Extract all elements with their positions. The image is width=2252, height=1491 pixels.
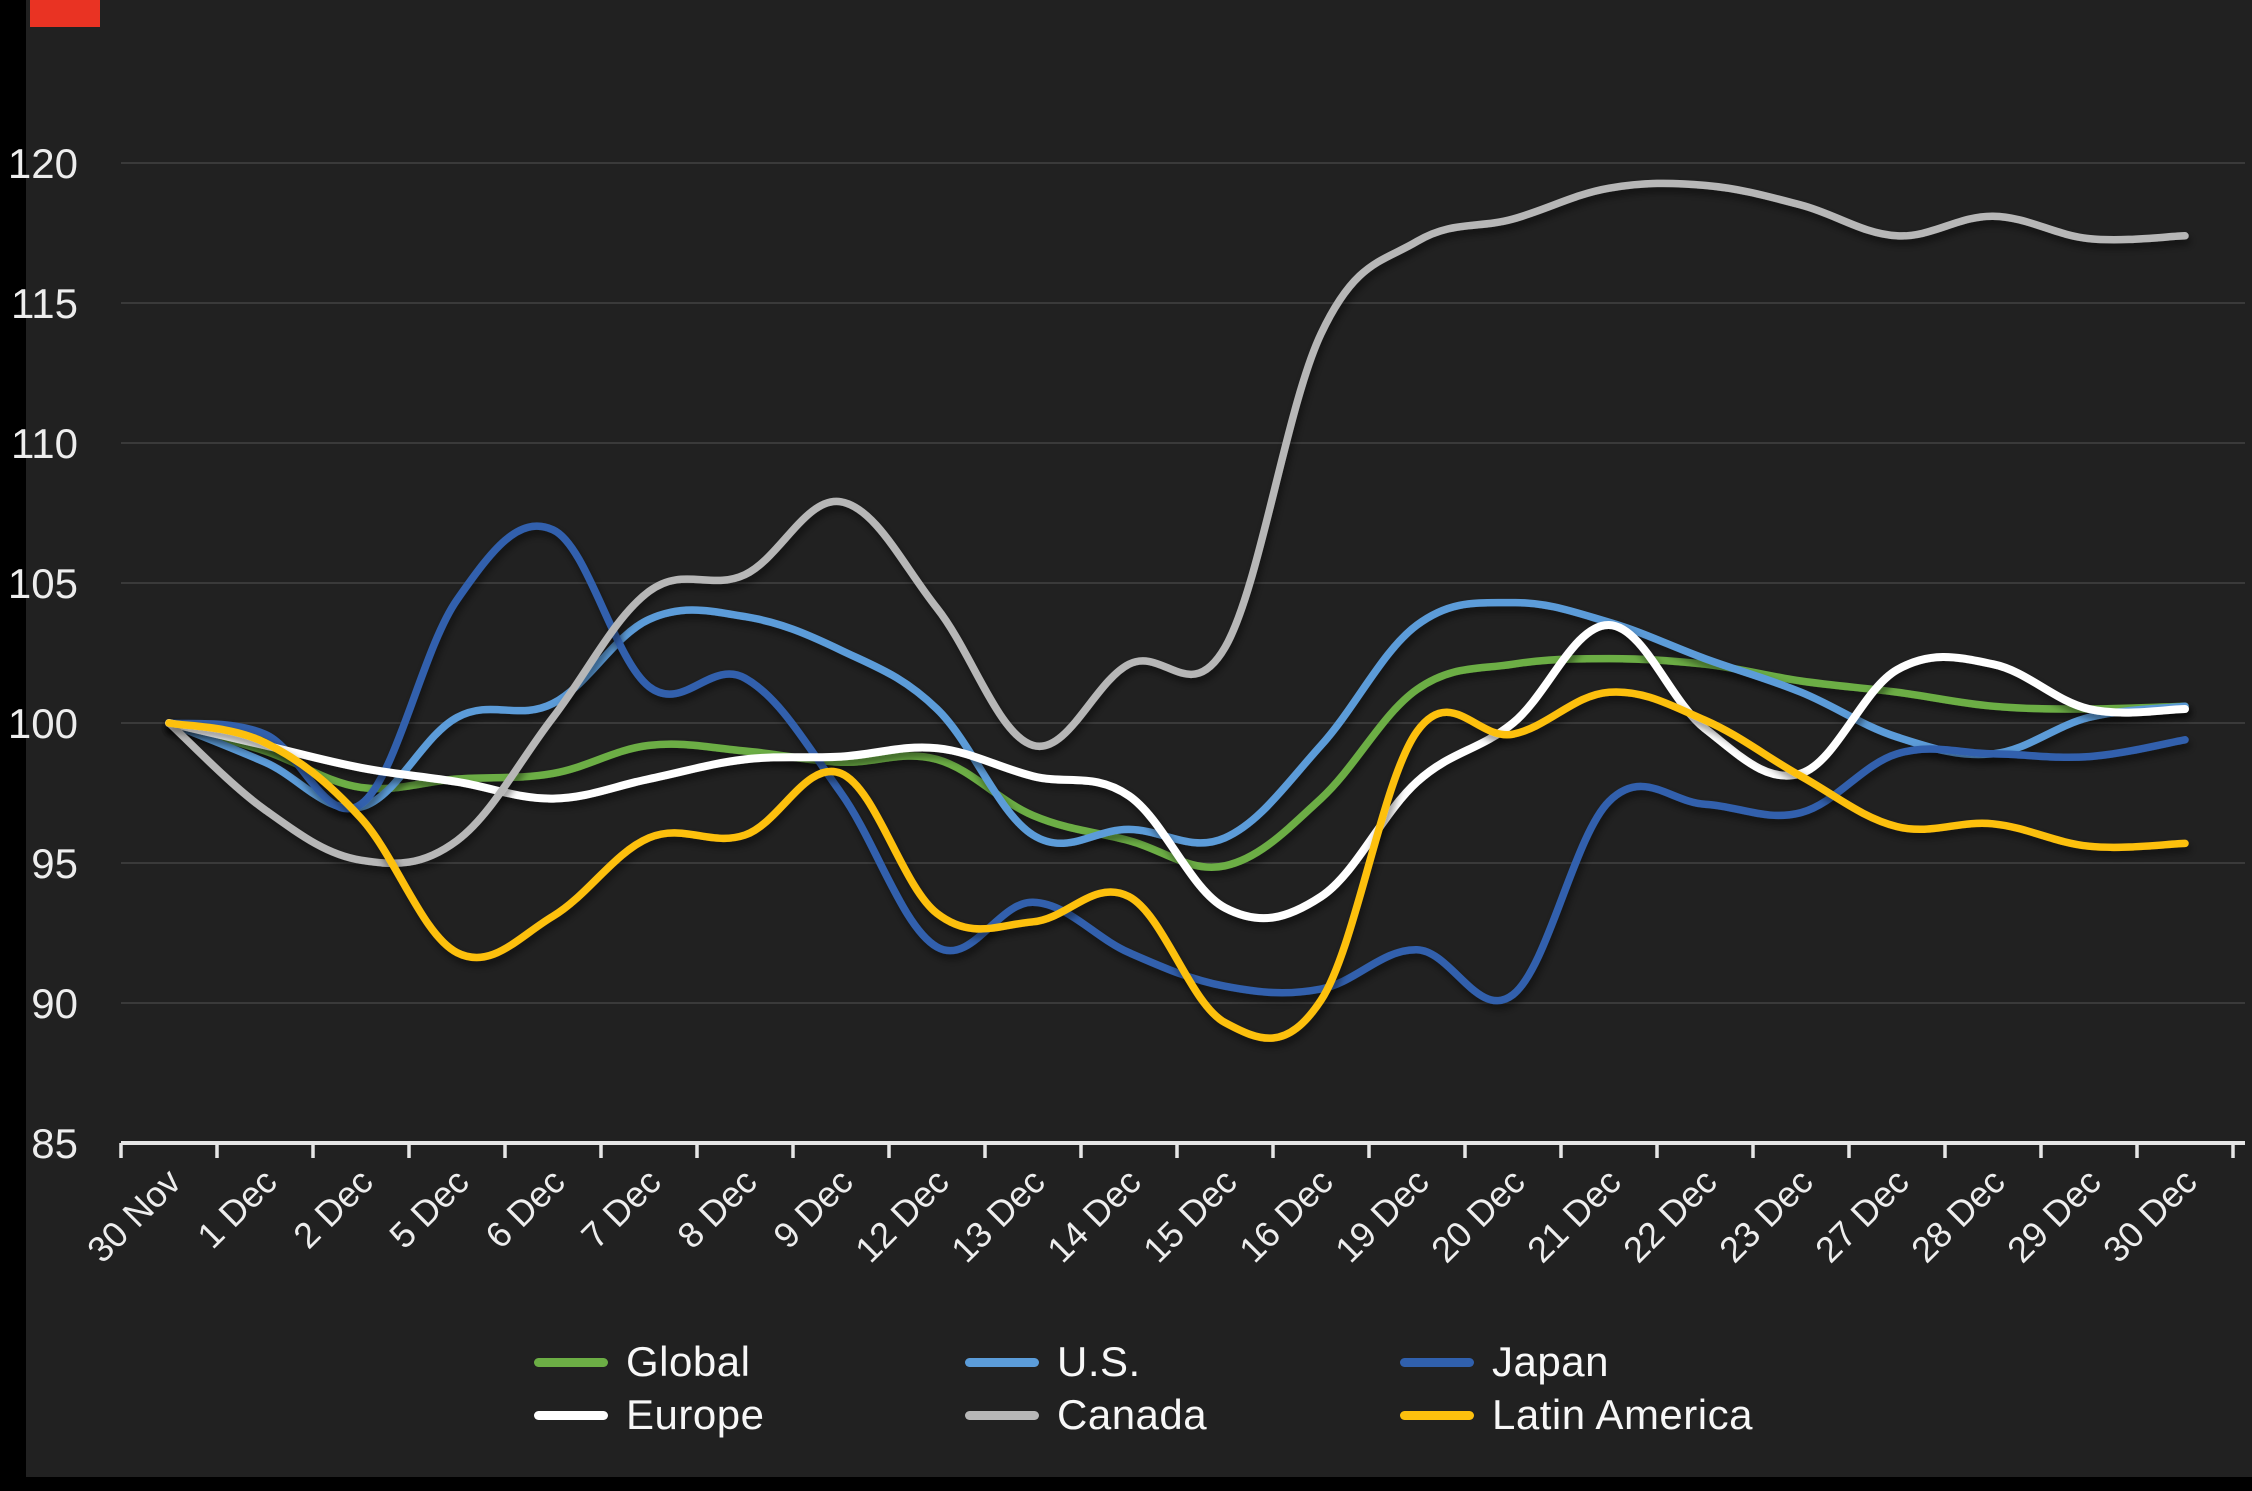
y-tick-label-115: 115 <box>11 280 78 327</box>
y-tick-label-120: 120 <box>8 140 78 187</box>
legend-swatch-icon <box>1400 1410 1474 1420</box>
x-tick-label-13-dec: 13 Dec <box>943 1161 1053 1271</box>
legend-label: Europe <box>626 1391 765 1438</box>
series-line-europe <box>165 620 2189 923</box>
x-axis-labels: 30 Nov 1 Dec 2 Dec 5 Dec 6 Dec 7 Dec 8 Dec 9 De… <box>79 1161 2205 1271</box>
y-tick-label-95: 95 <box>31 840 78 887</box>
x-tick-label-22-dec: 22 Dec <box>1615 1161 1725 1271</box>
x-tick-label-27-dec: 27 Dec <box>1807 1161 1917 1271</box>
x-tick-label-21-dec: 21 Dec <box>1519 1161 1629 1271</box>
x-tick-label-15-dec: 15 Dec <box>1135 1161 1245 1271</box>
series-lines <box>165 179 2189 1042</box>
legend-swatch-icon <box>534 1357 608 1367</box>
x-tick-label-29-dec: 29 Dec <box>1999 1161 2109 1271</box>
x-tick-label-28-dec: 28 Dec <box>1903 1161 2013 1271</box>
x-tick-label-1-dec: 1 Dec <box>189 1161 284 1256</box>
x-tick-label-30-dec: 30 Dec <box>2095 1161 2205 1271</box>
x-tick-label-14-dec: 14 Dec <box>1039 1161 1149 1271</box>
legend-swatch-icon <box>534 1410 608 1420</box>
y-tick-label-105: 105 <box>8 560 78 607</box>
series-line-japan <box>165 522 2189 1005</box>
legend-swatch-icon <box>965 1410 1039 1420</box>
x-tick-label-6-dec: 6 Dec <box>477 1161 572 1256</box>
x-tick-label-20-dec: 20 Dec <box>1423 1161 1533 1271</box>
x-tick-label-2-dec: 2 Dec <box>285 1161 380 1256</box>
legend-swatch-icon <box>965 1357 1039 1367</box>
x-tick-label-19-dec: 19 Dec <box>1327 1161 1437 1271</box>
legend-label: Global <box>626 1338 751 1385</box>
y-axis-labels: 85 90 95 100 105 110 115 120 <box>8 140 78 1167</box>
x-tick-label-23-dec: 23 Dec <box>1711 1161 1821 1271</box>
y-tick-label-100: 100 <box>8 700 78 747</box>
legend-item-japan[interactable]: Japan <box>1400 1338 1609 1386</box>
series-line-latin-america <box>165 688 2189 1042</box>
x-tick-label-8-dec: 8 Dec <box>669 1161 764 1256</box>
legend-label: Canada <box>1057 1391 1208 1438</box>
x-tick-label-30-nov: 30 Nov <box>79 1161 189 1271</box>
x-tick-label-16-dec: 16 Dec <box>1231 1161 1341 1271</box>
legend-label: U.S. <box>1057 1338 1141 1385</box>
x-tick-label-7-dec: 7 Dec <box>573 1161 668 1256</box>
legend-label: Japan <box>1492 1338 1609 1385</box>
legend-item-global[interactable]: Global <box>534 1338 750 1386</box>
y-tick-label-90: 90 <box>31 980 78 1027</box>
legend-item-u-s-[interactable]: U.S. <box>965 1338 1141 1386</box>
gridlines <box>121 162 2245 1004</box>
y-tick-label-85: 85 <box>31 1120 78 1167</box>
legend-label: Latin America <box>1492 1391 1753 1438</box>
x-axis <box>119 1141 2245 1158</box>
x-tick-label-5-dec: 5 Dec <box>381 1161 476 1256</box>
left-edge-strip <box>0 0 26 1491</box>
legend-item-canada[interactable]: Canada <box>965 1391 1207 1439</box>
legend-item-latin-america[interactable]: Latin America <box>1400 1391 1753 1439</box>
y-tick-label-110: 110 <box>11 420 78 467</box>
series-line-canada <box>165 179 2189 867</box>
legend-swatch-icon <box>1400 1357 1474 1367</box>
recording-indicator <box>30 0 100 27</box>
x-tick-label-12-dec: 12 Dec <box>847 1161 957 1271</box>
legend-item-europe[interactable]: Europe <box>534 1391 764 1439</box>
bottom-edge-strip <box>0 1477 2252 1491</box>
